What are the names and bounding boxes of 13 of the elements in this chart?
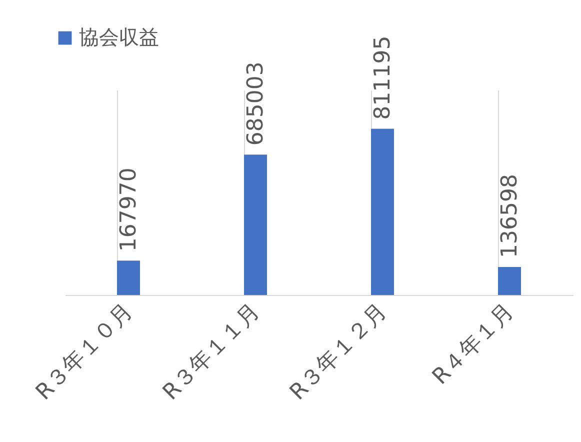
legend-label: 協会収益 [79,25,159,49]
data-label: 685003 [244,62,268,146]
data-label: 167970 [116,168,142,252]
data-label: 136598 [498,174,522,258]
x-tick-label: R４年１月 [428,299,519,390]
bar [244,154,267,295]
x-tick-label: R３年１０月 [31,299,138,406]
bar [371,128,394,295]
x-tick-label: R３年１２月 [285,299,392,406]
data-label: 811195 [370,36,396,120]
x-tick-label: R３年１１月 [158,299,265,406]
bar [498,266,521,295]
bar [117,260,140,295]
